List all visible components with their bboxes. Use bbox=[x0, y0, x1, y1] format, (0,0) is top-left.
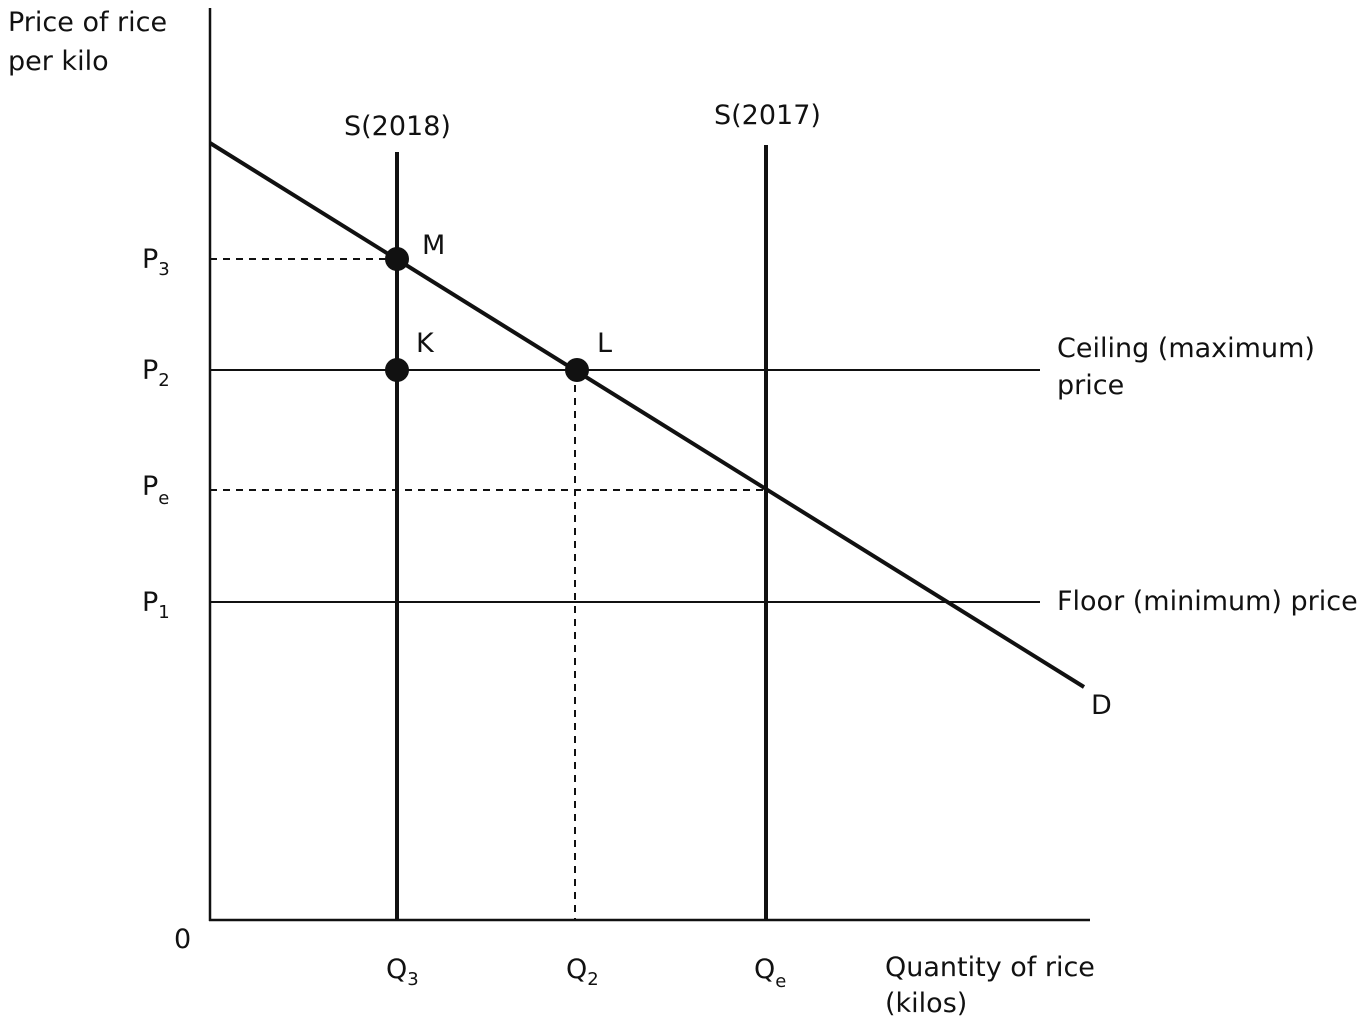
supply-2018-label: S(2018) bbox=[344, 111, 451, 142]
point-l-label: L bbox=[597, 328, 612, 359]
point-m bbox=[385, 247, 409, 271]
ceiling-price-label: Ceiling (maximum) price bbox=[1057, 333, 1324, 401]
ceiling-price-label-line-1: Ceiling (maximum) bbox=[1057, 333, 1315, 364]
x-axis-title-line-2: (kilos) bbox=[885, 988, 967, 1019]
price-tick-pe: Pe bbox=[142, 471, 169, 509]
point-k bbox=[385, 358, 409, 382]
point-k-label: K bbox=[416, 328, 435, 359]
floor-price-label: Floor (minimum) price bbox=[1057, 586, 1358, 617]
quantity-tick-qe: Qe bbox=[754, 954, 786, 992]
quantity-tick-q3: Q3 bbox=[386, 954, 419, 990]
origin-label: 0 bbox=[174, 924, 191, 955]
x-axis-title-line-1: Quantity of rice bbox=[885, 952, 1095, 983]
quantity-tick-q2: Q2 bbox=[566, 954, 599, 990]
ceiling-price-label-line-2: price bbox=[1057, 370, 1124, 401]
price-tick-p3: P3 bbox=[142, 244, 170, 280]
point-l bbox=[565, 358, 589, 382]
y-axis-title-line-2: per kilo bbox=[8, 46, 109, 77]
x-axis-title: Quantity of rice (kilos) bbox=[885, 952, 1104, 1019]
price-tick-p2: P2 bbox=[142, 355, 170, 391]
y-axis-title: Price of rice per kilo bbox=[8, 7, 176, 77]
supply-2017-label: S(2017) bbox=[714, 100, 821, 131]
point-m-label: M bbox=[422, 230, 445, 261]
y-axis-title-line-1: Price of rice bbox=[8, 7, 167, 38]
price-tick-p1: P1 bbox=[142, 587, 170, 623]
demand-label: D bbox=[1091, 690, 1112, 721]
demand-curve bbox=[208, 141, 1086, 689]
